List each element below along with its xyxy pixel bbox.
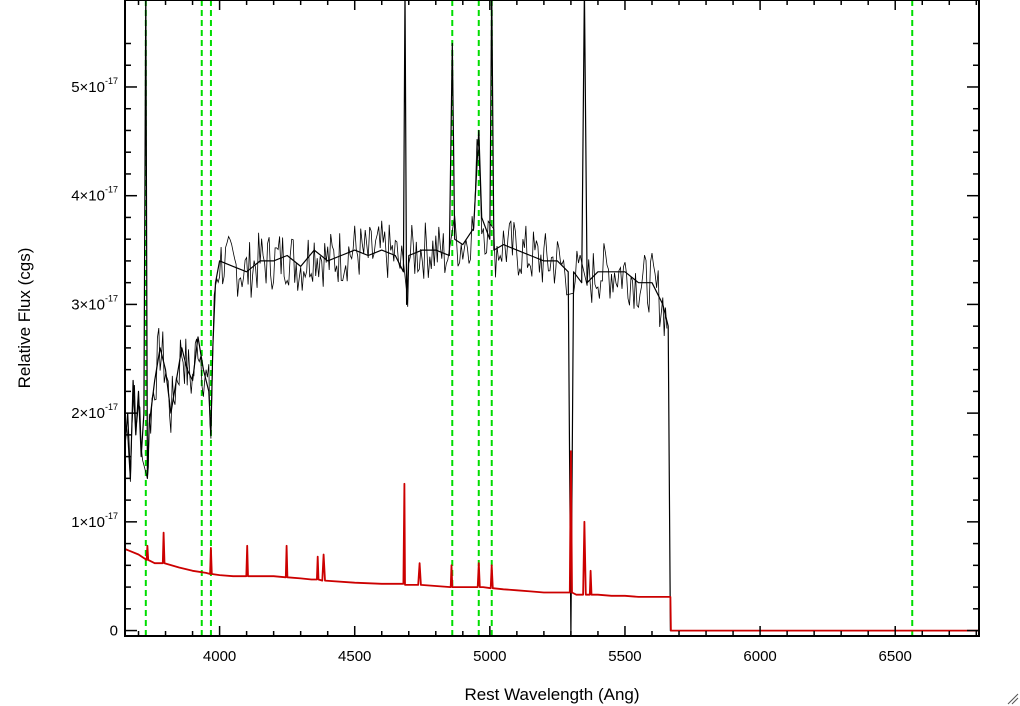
y-axis-ticks: 0 1×10-17 2×10-17 3×10-17 4×10-17 5×10-17 — [71, 42, 979, 640]
plot-frame — [124, 0, 980, 637]
y-tick-label: 4×10-17 — [71, 185, 118, 205]
x-tick-label: 4500 — [338, 648, 371, 665]
series-noise-texture — [125, 139, 668, 482]
series-line-0 — [125, 0, 979, 636]
y-tick-label: 1×10-17 — [71, 511, 118, 531]
x-tick-label: 5500 — [608, 648, 641, 665]
y-tick-label: 2×10-17 — [71, 402, 118, 422]
series-line-1 — [125, 450, 979, 632]
resize-grip-icon[interactable] — [1007, 693, 1019, 705]
x-tick-label: 6500 — [879, 648, 912, 665]
x-tick-label: 4000 — [203, 648, 236, 665]
series-layer — [125, 0, 979, 636]
x-tick-label: 6000 — [743, 648, 776, 665]
x-axis-title: Rest Wavelength (Ang) — [464, 685, 639, 704]
y-axis-title: Relative Flux (cgs) — [15, 248, 34, 389]
x-axis-ticks: 4000 4500 5000 5500 6000 6500 — [137, 0, 978, 665]
y-tick-label: 3×10-17 — [71, 293, 118, 313]
y-tick-label: 5×10-17 — [71, 76, 118, 96]
x-tick-label: 5000 — [473, 648, 506, 665]
y-tick-label: 0 — [110, 623, 118, 640]
emission-line-markers — [144, 0, 914, 636]
